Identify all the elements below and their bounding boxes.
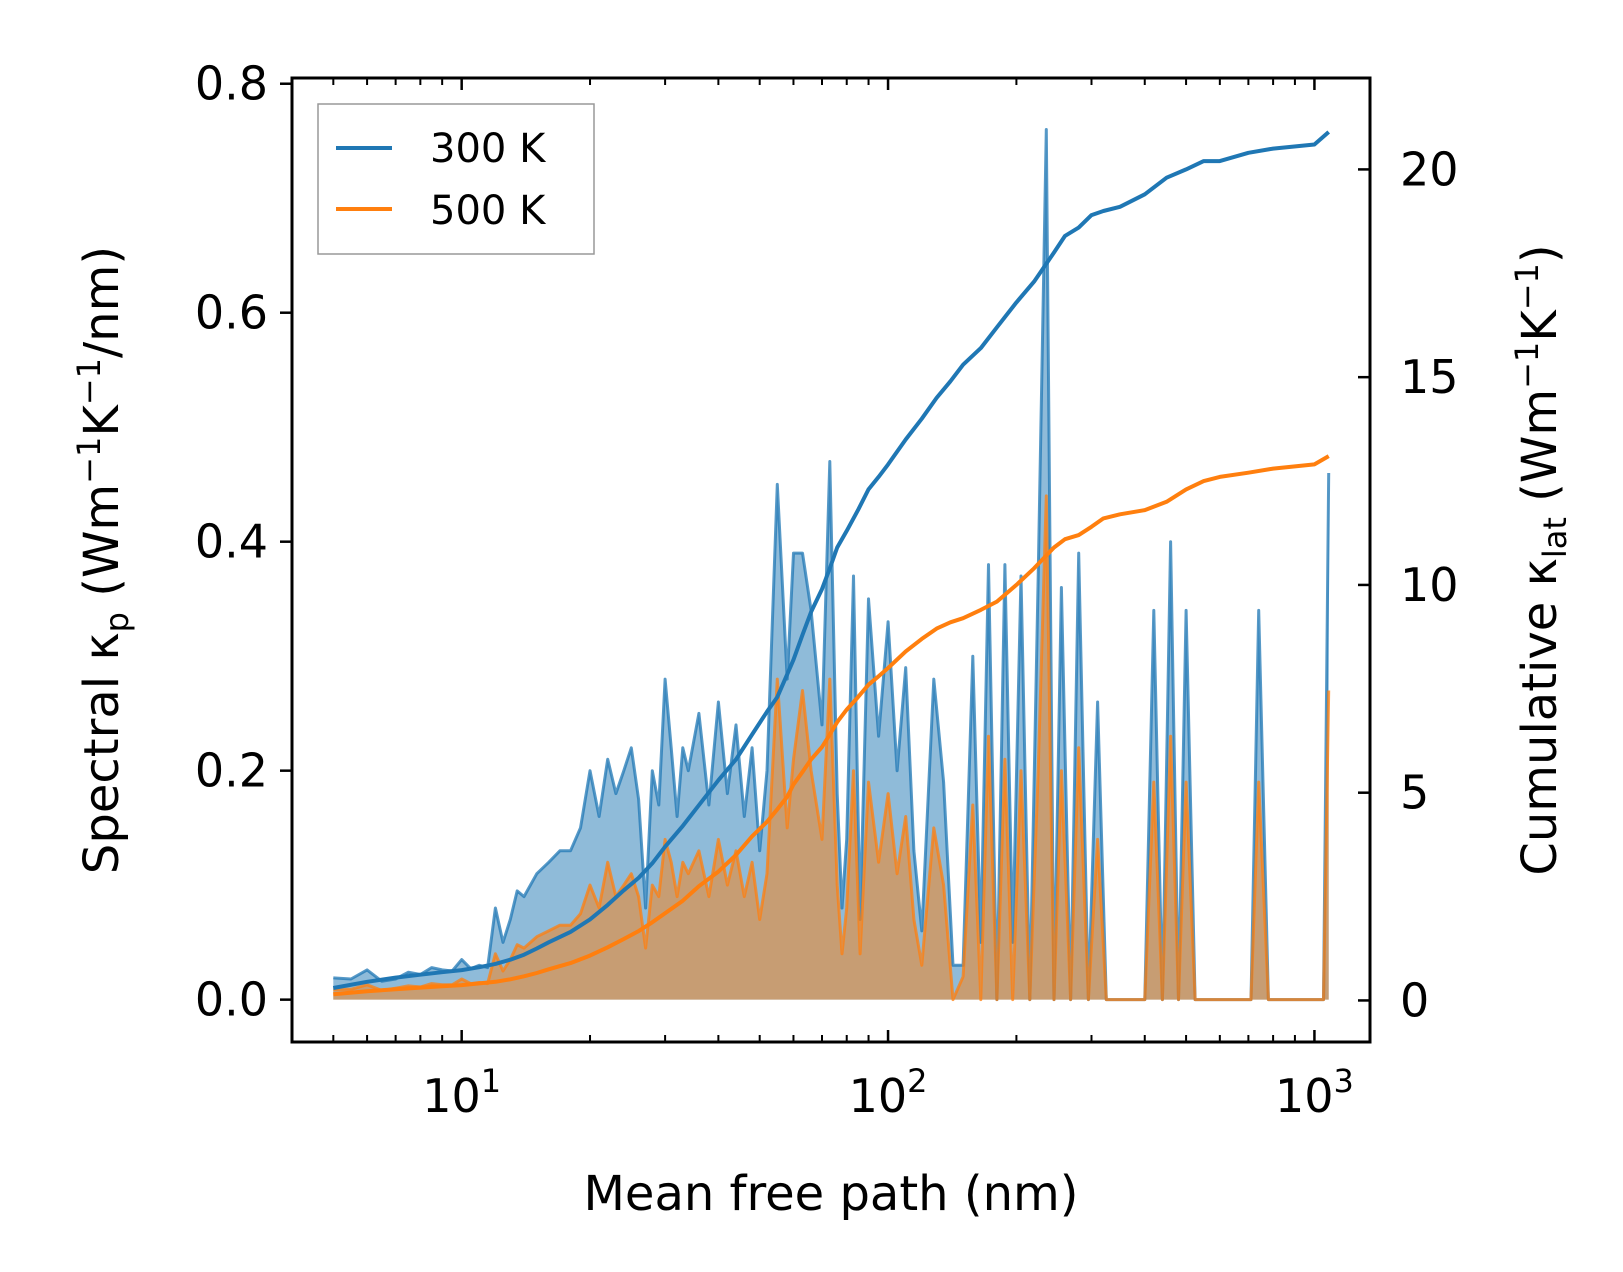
y-left-tick-label: 0.2: [195, 744, 268, 798]
cumulative-line-300k: [332, 130, 1331, 990]
legend-box: [317, 103, 595, 255]
y-right-tick-label: 10: [1400, 558, 1459, 612]
x-tick-label: 103: [1275, 1062, 1354, 1123]
legend-label-300k: 300 K: [430, 126, 547, 172]
y-left-tick-label: 0.8: [195, 57, 268, 111]
plot-frame: [290, 76, 1372, 1044]
plot-area: [332, 128, 1331, 1002]
y-left-tick-label: 0.6: [195, 286, 268, 340]
y-right-tick-label: 20: [1400, 142, 1459, 196]
y-right-tick-label: 5: [1400, 766, 1429, 820]
y-axis-title-right: Cumulative κlat (Wm−1K−1): [1508, 244, 1574, 875]
y-left-tick-label: 0.4: [195, 515, 268, 569]
x-tick-label: 101: [422, 1062, 501, 1123]
x-tick-label: 102: [849, 1062, 928, 1123]
y-right-tick-label: 15: [1400, 350, 1459, 404]
axis-ticks: 0.0 0.2 0.4 0.6 0.8 0 5 10 15 20 101 102 103: [195, 57, 1459, 1123]
cumulative-lines: [332, 130, 1331, 997]
spectral-line-300k: [333, 128, 1331, 1002]
cumulative-line-500k: [333, 454, 1330, 997]
y-right-tick-label: 0: [1400, 973, 1429, 1027]
legend-label-500k: 500 K: [430, 188, 547, 234]
y-left-tick-label: 0.0: [195, 973, 268, 1027]
x-axis-title: Mean free path (nm): [584, 1166, 1079, 1222]
y-axis-title-left: Spectral κp (Wm−1K−1/nm): [70, 246, 136, 874]
legend: 300 K 500 K: [317, 103, 595, 255]
spectral-line-500k: [333, 494, 1331, 1002]
spectral-lines: [333, 128, 1331, 1002]
